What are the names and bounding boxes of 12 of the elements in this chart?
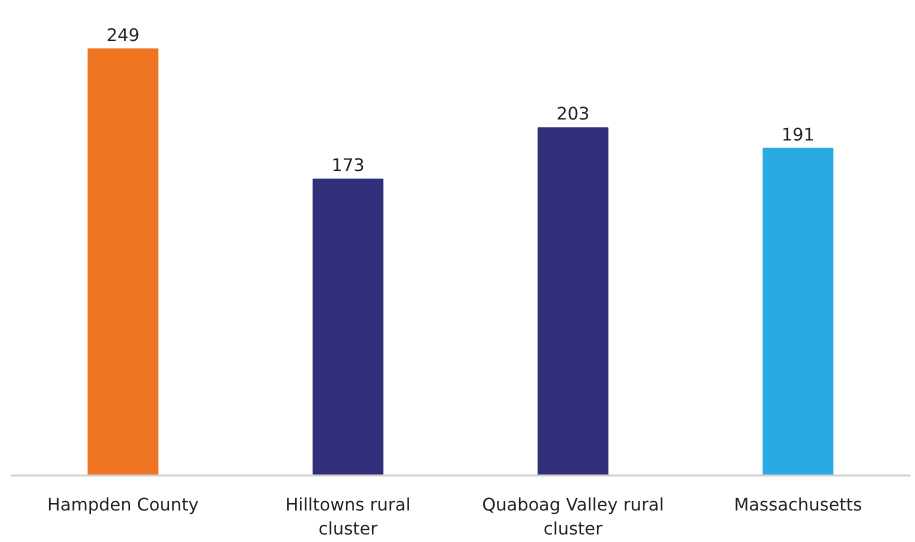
bar — [88, 48, 158, 476]
x-tick-label: Quaboag Valley rural cluster — [482, 496, 664, 540]
data-label: 203 — [556, 104, 590, 125]
x-tick-label: Massachusetts — [734, 496, 862, 516]
data-label: 173 — [331, 156, 365, 176]
bar — [312, 178, 384, 476]
bar — [538, 127, 608, 476]
bar — [762, 148, 834, 476]
data-label: 249 — [106, 26, 140, 46]
x-tick-label: Hampden County — [47, 496, 199, 516]
data-label: 191 — [781, 125, 815, 146]
x-tick-label: Hilltowns rural cluster — [285, 496, 411, 540]
